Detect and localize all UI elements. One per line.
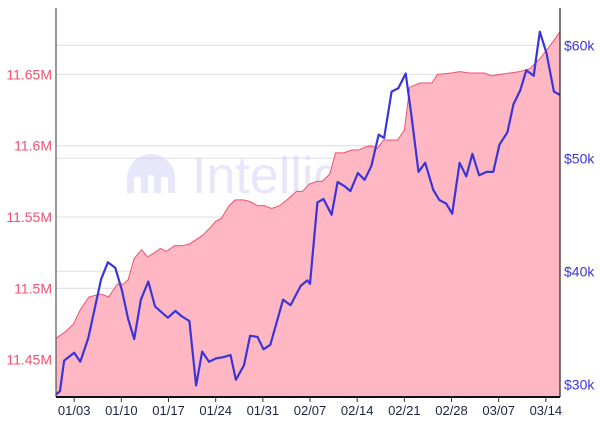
left-tick-label: 11.45M [6, 352, 52, 368]
x-tick-label: 02/21 [388, 403, 421, 418]
price-line [55, 30, 561, 396]
supply-area [56, 31, 560, 397]
x-tick-label: 03/07 [482, 403, 515, 418]
left-tick-label: 11.6M [14, 138, 52, 154]
x-tick-label: 02/07 [294, 403, 327, 418]
x-tick-label: 01/31 [247, 403, 280, 418]
right-tick-label: $30k [564, 376, 595, 392]
right-tick-label: $50k [564, 150, 595, 166]
x-tick-label: 01/17 [152, 403, 185, 418]
left-tick-label: 11.65M [6, 66, 52, 82]
axes [55, 8, 561, 398]
watermark-logo-icon [127, 154, 175, 193]
supply-line [55, 31, 561, 339]
left-tick-label: 11.55M [6, 209, 52, 225]
right-axis-ticks: $30k $40k $50k $60k [564, 37, 595, 392]
right-tick-label: $60k [564, 37, 595, 53]
x-tick-label: 01/10 [105, 403, 138, 418]
x-tick-label: 01/03 [58, 403, 91, 418]
left-tick-label: 11.5M [14, 280, 52, 296]
x-tick-label: 03/14 [530, 403, 563, 418]
x-tick-label: 01/24 [199, 403, 232, 418]
right-tick-label: $40k [564, 263, 595, 279]
left-axis-ticks: 11.45M 11.5M 11.55M 11.6M 11.65M [6, 66, 52, 367]
x-tick-label: 02/28 [435, 403, 468, 418]
x-tick-label: 02/14 [341, 403, 374, 418]
x-axis-ticks: 01/03 01/10 01/17 01/24 01/31 02/07 02/14 02/21… [58, 397, 562, 418]
